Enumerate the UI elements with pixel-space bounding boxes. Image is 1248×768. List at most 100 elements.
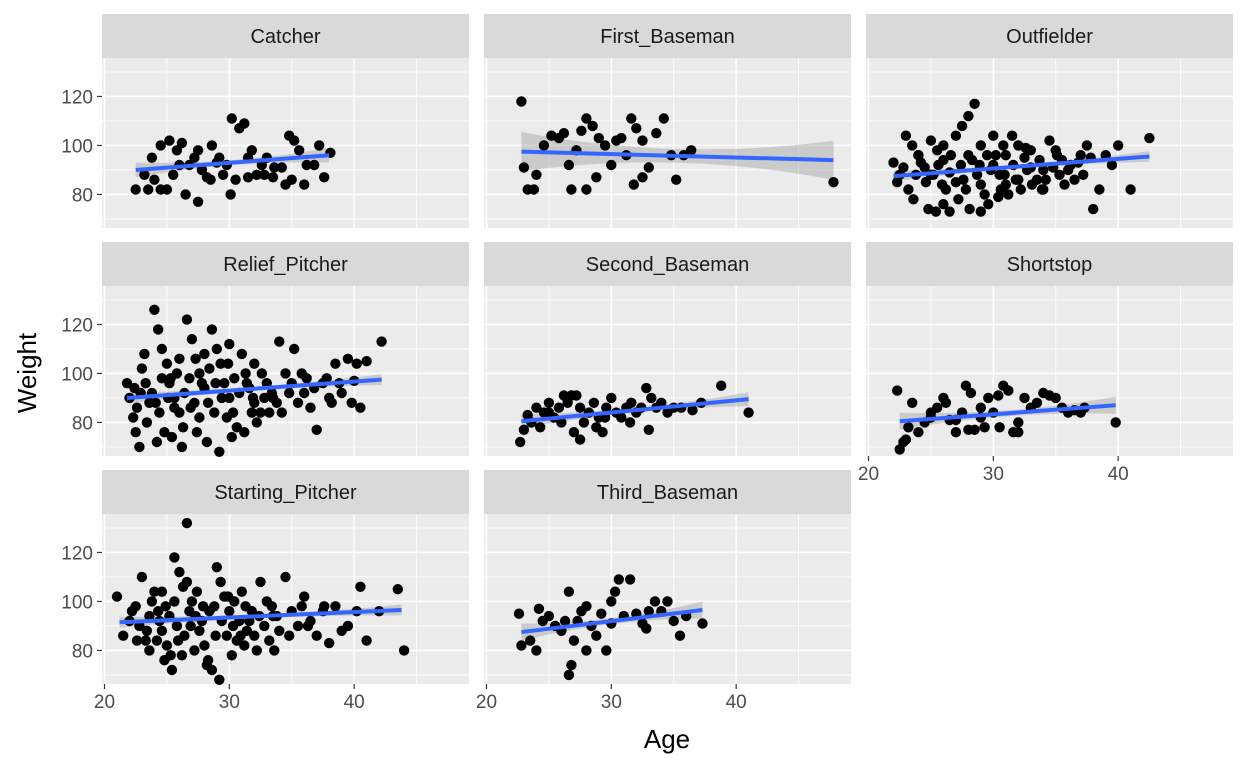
data-point [1050, 392, 1061, 404]
data-point [958, 174, 969, 185]
data-point [176, 441, 188, 453]
data-point [581, 645, 592, 656]
data-point [214, 446, 225, 457]
data-point [1038, 164, 1049, 176]
data-point [311, 630, 322, 641]
data-point [161, 184, 173, 195]
y-tick-label: 80 [72, 413, 93, 434]
x-tick-label: 30 [219, 692, 240, 713]
data-point [355, 402, 366, 413]
data-point [671, 174, 682, 185]
data-point [246, 407, 257, 418]
data-point [156, 343, 168, 355]
data-point [587, 120, 598, 132]
data-point [563, 586, 575, 597]
data-point [309, 159, 320, 171]
data-point [184, 373, 195, 384]
data-point [662, 596, 673, 607]
data-point [159, 655, 170, 666]
facet-panel-first-baseman: First_Baseman [484, 14, 851, 228]
data-point [355, 581, 366, 592]
data-point [284, 630, 295, 641]
data-point [975, 179, 986, 190]
data-point [169, 596, 180, 607]
data-point [613, 574, 624, 585]
data-point [286, 174, 297, 185]
data-point [581, 601, 592, 612]
data-point [209, 407, 220, 418]
data-point [266, 387, 277, 399]
data-point [626, 113, 637, 124]
data-point [226, 431, 237, 443]
x-tick-label: 20 [858, 464, 879, 485]
data-point [249, 358, 260, 369]
data-point [606, 596, 617, 607]
data-point [686, 145, 697, 156]
y-tick-label: 120 [61, 543, 93, 564]
data-point [301, 159, 312, 171]
data-point [201, 659, 213, 671]
data-point [140, 635, 151, 646]
data-point [153, 606, 164, 617]
data-point [146, 596, 158, 607]
data-point [624, 574, 636, 585]
data-point [995, 184, 1006, 195]
data-point [975, 206, 986, 217]
data-point [518, 162, 530, 173]
data-point [616, 132, 627, 144]
data-point [687, 405, 698, 416]
data-point [920, 177, 932, 188]
data-point [126, 606, 138, 617]
data-point [168, 169, 179, 180]
data-point [156, 373, 168, 384]
data-point [591, 422, 602, 433]
data-point [988, 130, 999, 141]
data-point [225, 189, 236, 200]
data-point [299, 179, 310, 190]
data-point [609, 586, 621, 597]
data-point [319, 601, 330, 612]
data-point [1088, 203, 1099, 215]
data-point [166, 431, 178, 443]
data-point [185, 402, 196, 413]
data-point [292, 397, 304, 408]
data-point [219, 378, 230, 389]
data-point [191, 427, 203, 438]
data-point [566, 184, 577, 195]
data-point [1054, 169, 1065, 180]
data-point [160, 601, 171, 612]
data-point [553, 402, 565, 413]
facet-strip-label: Starting_Pitcher [214, 482, 357, 504]
data-point [240, 368, 251, 379]
data-point [151, 436, 163, 448]
data-point [111, 591, 123, 602]
trend-line [126, 377, 382, 400]
data-point [174, 566, 185, 578]
data-point [264, 407, 275, 418]
data-point [169, 402, 180, 413]
data-point [361, 635, 372, 646]
data-point [161, 640, 173, 651]
data-point [266, 601, 277, 612]
x-axis-title: Age [644, 724, 690, 754]
data-point [156, 586, 168, 597]
data-point [149, 174, 160, 185]
data-point [326, 397, 337, 408]
data-point [144, 645, 155, 656]
data-point [186, 596, 198, 607]
data-point [581, 184, 592, 195]
data-point [199, 348, 210, 360]
data-point [128, 412, 139, 423]
data-point [969, 98, 980, 110]
data-point [392, 584, 403, 595]
data-point [543, 397, 555, 408]
data-point [342, 620, 354, 632]
x-tick-label: 20 [476, 692, 497, 713]
data-point [267, 172, 279, 183]
data-point [276, 162, 287, 173]
data-point [601, 402, 612, 413]
data-point [215, 358, 226, 369]
data-point [274, 625, 285, 636]
data-point [259, 169, 270, 180]
data-point [336, 387, 347, 399]
